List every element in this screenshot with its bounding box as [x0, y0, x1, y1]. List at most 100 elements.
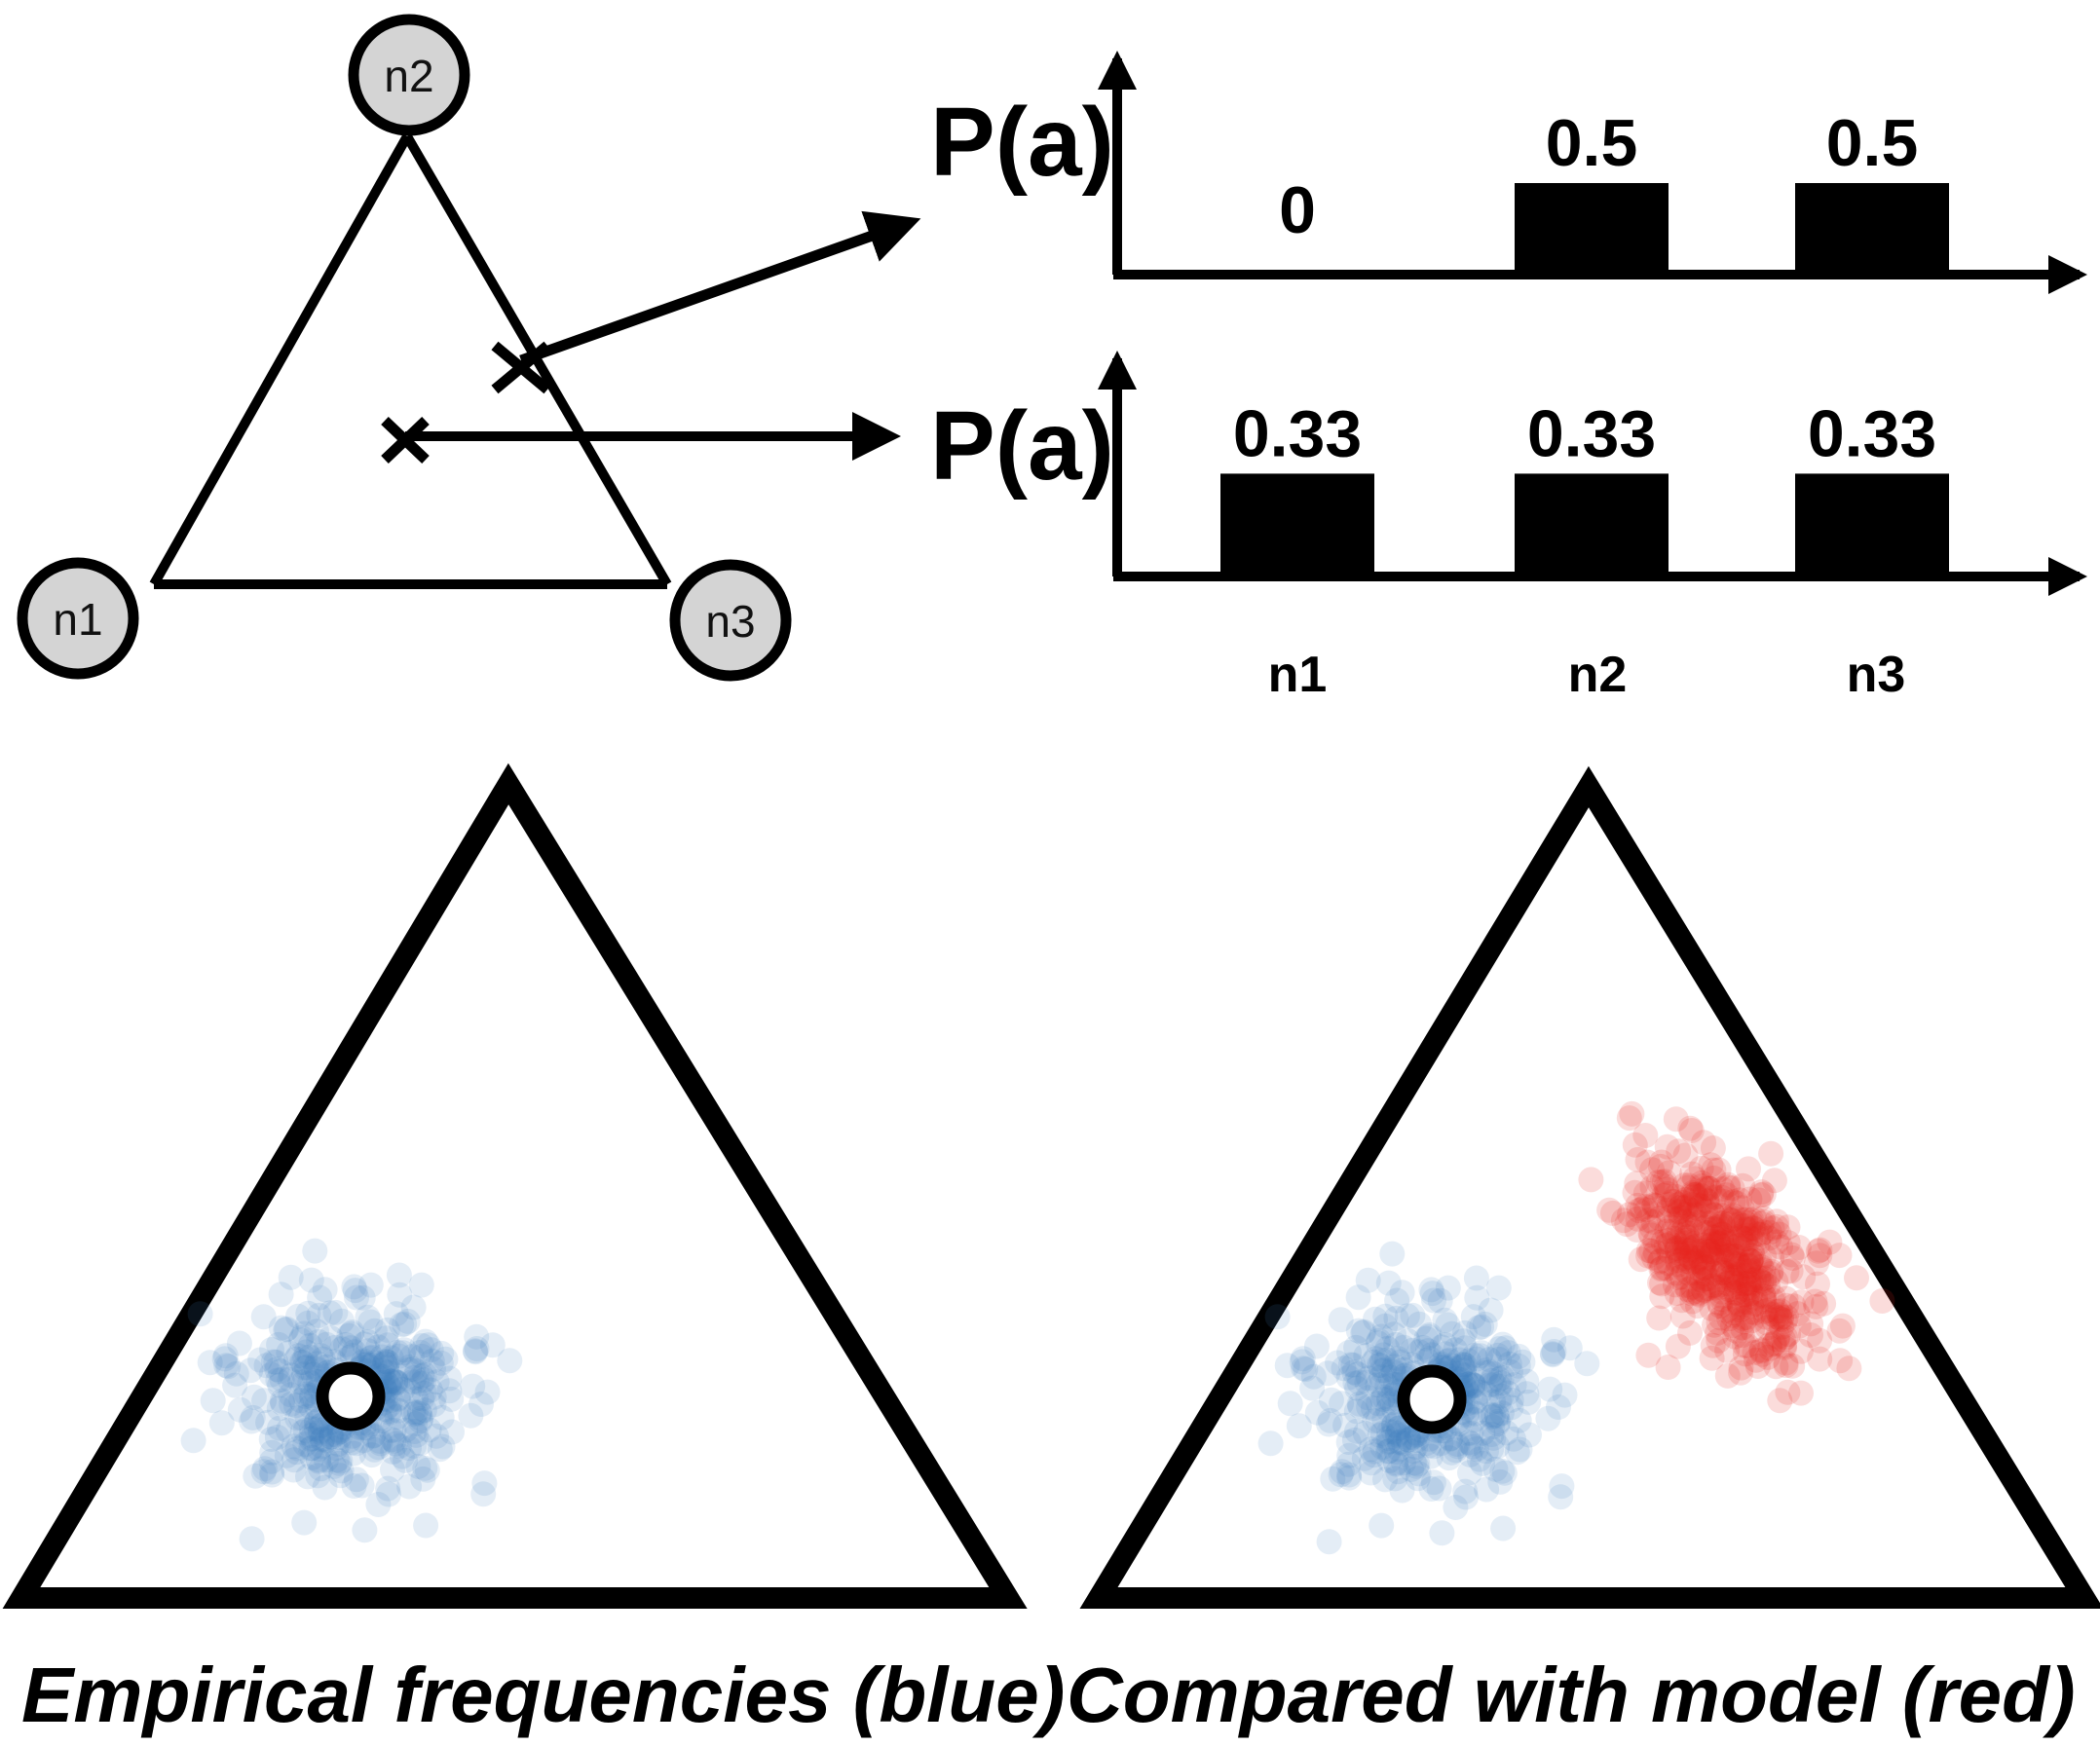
model-point: [1682, 1234, 1708, 1260]
bar-value-label: 0: [1279, 173, 1316, 247]
empirical-point: [385, 1339, 410, 1365]
empirical-point: [393, 1417, 419, 1443]
empirical-point: [357, 1309, 384, 1335]
model-point: [1732, 1341, 1758, 1367]
empirical-point: [396, 1354, 423, 1380]
empirical-point: [385, 1386, 411, 1412]
empirical-point: [267, 1415, 292, 1441]
model-point: [1771, 1326, 1796, 1353]
empirical-point: [1336, 1442, 1363, 1468]
model-point: [1638, 1214, 1665, 1241]
empirical-point: [409, 1363, 435, 1390]
empirical-point: [1376, 1388, 1403, 1414]
empirical-point: [200, 1388, 226, 1414]
empirical-point: [275, 1418, 301, 1443]
model-point: [1679, 1217, 1706, 1244]
empirical-point: [212, 1343, 239, 1369]
empirical-point: [1389, 1477, 1415, 1504]
model-point: [1716, 1207, 1743, 1233]
model-point: [1743, 1284, 1769, 1311]
empirical-point: [1362, 1438, 1388, 1465]
model-point: [1780, 1245, 1806, 1271]
empirical-point: [408, 1405, 434, 1431]
model-point: [1742, 1267, 1768, 1292]
model-point: [1673, 1248, 1700, 1274]
empirical-point: [396, 1473, 423, 1500]
model-point: [1790, 1264, 1817, 1290]
empirical-point: [1506, 1407, 1532, 1433]
model-point: [1764, 1213, 1790, 1240]
empirical-point: [1467, 1343, 1493, 1369]
model-point: [1695, 1175, 1721, 1202]
empirical-point: [287, 1327, 314, 1354]
model-point: [1716, 1259, 1743, 1285]
model-point: [1665, 1251, 1691, 1278]
model-point: [1648, 1149, 1674, 1175]
empirical-point: [1514, 1368, 1540, 1394]
model-point: [1647, 1247, 1673, 1274]
model-point: [1734, 1332, 1760, 1358]
model-point: [1723, 1265, 1749, 1291]
empirical-point: [375, 1475, 401, 1502]
empirical-point: [258, 1427, 284, 1452]
empirical-point: [264, 1356, 290, 1383]
empirical-point: [222, 1372, 248, 1398]
empirical-point: [421, 1392, 447, 1418]
empirical-point: [414, 1457, 440, 1483]
model-point: [1694, 1253, 1720, 1280]
model-point: [1738, 1267, 1764, 1293]
model-point: [1632, 1123, 1659, 1148]
empirical-point: [1457, 1460, 1482, 1486]
empirical-point: [293, 1381, 319, 1407]
model-point: [1737, 1275, 1763, 1301]
model-point: [1712, 1254, 1739, 1281]
model-point: [1657, 1214, 1683, 1241]
model-point: [1680, 1206, 1706, 1232]
empirical-point: [1535, 1405, 1561, 1431]
model-point: [1750, 1257, 1777, 1283]
empirical-point: [297, 1344, 323, 1370]
model-point: [1678, 1244, 1705, 1271]
empirical-point: [1452, 1353, 1479, 1378]
model-point: [1706, 1157, 1732, 1183]
empirical-point: [1540, 1342, 1566, 1368]
model-point: [1650, 1229, 1676, 1255]
model-point: [1682, 1248, 1708, 1275]
model-point: [1596, 1197, 1623, 1223]
model-point: [1693, 1214, 1719, 1241]
empirical-point: [298, 1267, 324, 1293]
model-point: [1717, 1265, 1744, 1291]
empirical-point: [314, 1428, 340, 1454]
empirical-point: [269, 1366, 295, 1393]
empirical-point: [1486, 1336, 1513, 1361]
empirical-point: [1415, 1323, 1442, 1350]
empirical-point: [369, 1344, 395, 1370]
empirical-point: [1455, 1348, 1481, 1374]
model-point: [1738, 1248, 1764, 1275]
empirical-point: [1345, 1361, 1371, 1388]
model-point: [1738, 1248, 1764, 1274]
model-point: [1748, 1337, 1775, 1363]
model-point: [1672, 1241, 1699, 1267]
model-point: [1785, 1313, 1812, 1339]
empirical-point: [1395, 1328, 1421, 1354]
empirical-point: [1436, 1347, 1462, 1373]
model-point: [1807, 1237, 1833, 1263]
empirical-point: [412, 1328, 438, 1355]
empirical-point: [299, 1435, 325, 1462]
model-point: [1677, 1213, 1704, 1240]
empirical-point: [342, 1278, 368, 1304]
model-point: [1727, 1294, 1753, 1320]
empirical-point: [1481, 1402, 1507, 1429]
model-point: [1708, 1229, 1735, 1255]
empirical-point: [240, 1404, 266, 1430]
empirical-point: [306, 1447, 332, 1473]
empirical-point: [258, 1448, 284, 1474]
model-point: [1728, 1359, 1754, 1386]
empirical-point: [383, 1301, 409, 1327]
model-point: [1624, 1170, 1650, 1197]
empirical-point: [1366, 1327, 1392, 1354]
model-point: [1663, 1183, 1689, 1209]
model-point: [1642, 1239, 1669, 1265]
model-point: [1625, 1146, 1651, 1172]
